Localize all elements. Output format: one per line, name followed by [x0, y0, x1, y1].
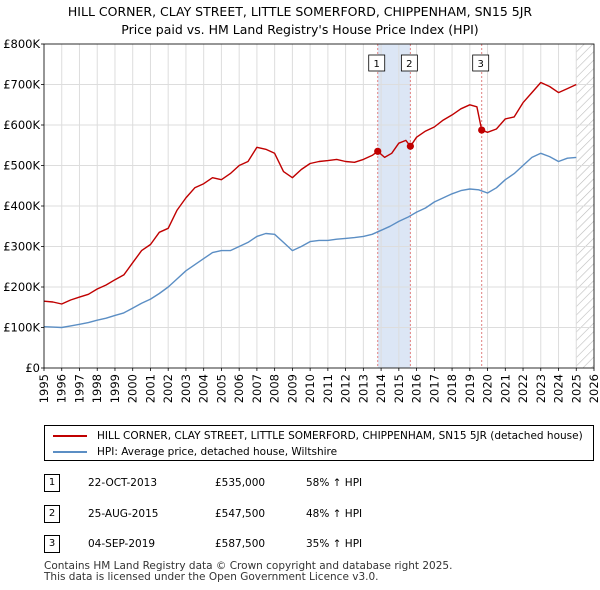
x-tick-label: 2004 [197, 374, 211, 403]
x-tick-label: 2006 [232, 374, 246, 403]
sale-price: £587,500 [215, 538, 266, 550]
legend-label-property: HILL CORNER, CLAY STREET, LITTLE SOMERFO… [97, 430, 583, 442]
x-tick-label: 2015 [392, 374, 406, 403]
x-tick-label: 1997 [72, 374, 86, 403]
sale-date: 22-OCT-2013 [88, 477, 157, 489]
x-tick-label: 2007 [250, 374, 264, 403]
sale-label-text: 2 [406, 59, 412, 70]
x-tick-label: 2023 [534, 374, 548, 403]
sale-date: 04-SEP-2019 [88, 538, 156, 550]
x-tick-label: 2026 [587, 374, 600, 403]
sale-hpi-change: 35% ↑ HPI [306, 538, 363, 550]
y-tick-label: £300K [3, 240, 40, 254]
y-tick-label: £100K [3, 321, 40, 335]
sale-label-box [400, 54, 418, 72]
x-tick-label: 2000 [126, 374, 140, 403]
x-tick-label: 2024 [552, 374, 566, 403]
x-tick-label: 2018 [445, 374, 459, 403]
x-tick-label: 2012 [339, 374, 353, 403]
x-tick-label: 1998 [90, 374, 104, 403]
x-tick-label: 2017 [427, 374, 441, 403]
sale-number-badge: 3 [44, 535, 60, 553]
price-chart: £0 £100K £200K £300K £400K £500K £600K £700K £80… [3, 37, 600, 403]
sale-hpi-change: 48% ↑ HPI [306, 508, 363, 520]
sale-price: £535,000 [215, 477, 266, 489]
sale-number-badge: 2 [44, 505, 60, 523]
legend-swatch-property [53, 435, 87, 437]
x-tick-label: 2008 [268, 374, 282, 403]
x-tick-label: 2025 [569, 374, 583, 403]
x-tick-label: 2005 [214, 374, 228, 403]
y-tick-label: £200K [3, 280, 40, 294]
chart-legend: HILL CORNER, CLAY STREET, LITTLE SOMERFO… [44, 425, 594, 461]
x-tick-label: 2020 [481, 374, 495, 403]
x-tick-label: 2014 [374, 374, 388, 403]
y-tick-label: £0 [25, 361, 40, 375]
legend-label-hpi: HPI: Average price, detached house, Wilt… [97, 446, 338, 458]
y-tick-label: £800K [3, 37, 40, 51]
footer-attribution: Contains HM Land Registry data © Crown c… [44, 561, 452, 583]
sale-point-marker [406, 142, 414, 150]
sale-hpi-change: 58% ↑ HPI [306, 477, 363, 489]
x-tick-label: 2021 [498, 374, 512, 403]
sale-number-badge: 1 [44, 474, 60, 492]
footer-line-2: This data is licensed under the Open Gov… [44, 571, 379, 583]
chart-title-line-1: HILL CORNER, CLAY STREET, LITTLE SOMERFO… [67, 4, 533, 19]
x-tick-label: 2003 [179, 374, 193, 403]
x-tick-label: 2022 [516, 374, 530, 403]
sale-label-text: 1 [374, 59, 380, 70]
x-tick-label: 1999 [108, 374, 122, 403]
sale-label-text: 3 [478, 59, 484, 70]
sale-point-marker [478, 126, 486, 134]
hpi-line [43, 152, 577, 329]
footer-line-1: Contains HM Land Registry data © Crown c… [44, 560, 453, 572]
x-tick-label: 2013 [356, 374, 370, 403]
x-tick-label: 2011 [321, 374, 335, 403]
x-tick-label: 2002 [161, 374, 175, 403]
x-tick-label: 2016 [410, 374, 424, 403]
x-tick-label: 2010 [303, 374, 317, 403]
sale-point-marker [374, 147, 382, 155]
x-tick-label: 1996 [55, 374, 69, 403]
x-tick-label: 2019 [463, 374, 477, 403]
y-tick-label: £500K [3, 159, 40, 173]
legend-item-property: HILL CORNER, CLAY STREET, LITTLE SOMERFO… [53, 428, 583, 444]
sale-date: 25-AUG-2015 [88, 508, 159, 520]
y-tick-label: £700K [3, 78, 40, 92]
y-tick-label: £400K [3, 199, 40, 213]
x-tick-label: 1995 [37, 374, 51, 403]
sale-price: £547,500 [215, 508, 266, 520]
sale-label-box [472, 54, 490, 72]
sale-label-box [368, 54, 386, 72]
legend-swatch-hpi [53, 451, 87, 453]
legend-item-hpi: HPI: Average price, detached house, Wilt… [53, 444, 337, 460]
x-tick-label: 2009 [285, 374, 299, 403]
chart-title-line-2: Price paid vs. HM Land Registry's House … [121, 22, 479, 37]
y-tick-label: £600K [3, 118, 40, 132]
x-tick-label: 2001 [143, 374, 157, 403]
chart-title: HILL CORNER, CLAY STREET, LITTLE SOMERFO… [0, 3, 600, 39]
